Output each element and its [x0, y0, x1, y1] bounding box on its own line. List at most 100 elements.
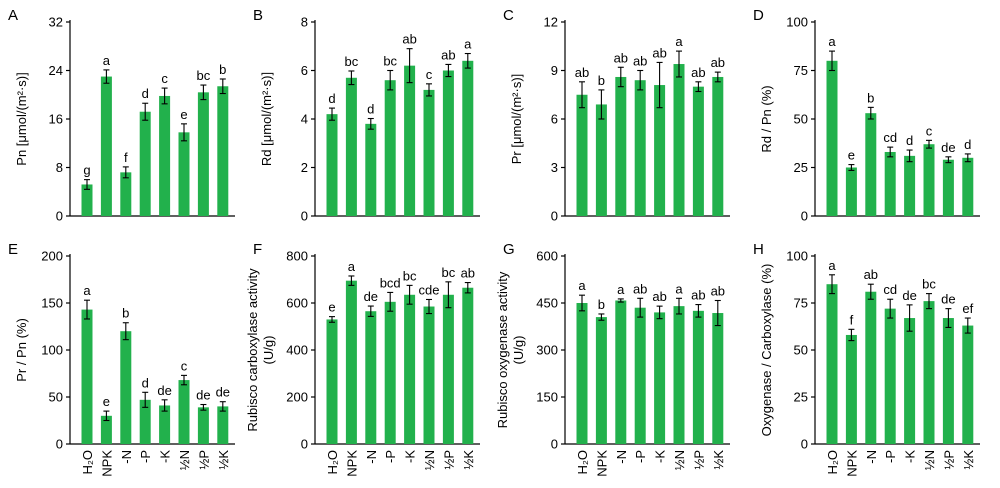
significance-label: ab [402, 32, 416, 47]
bar [904, 155, 916, 216]
x-tick-label: -N [614, 450, 629, 464]
significance-label: ab [652, 45, 666, 60]
significance-label: bc [383, 54, 397, 69]
panel-letter: B [253, 7, 263, 24]
y-tick-label: 200 [286, 390, 308, 405]
bar [178, 380, 190, 444]
significance-label: a [103, 53, 111, 68]
y-tick-label: 75 [794, 63, 808, 78]
significance-label: b [219, 62, 226, 77]
bar [962, 325, 974, 444]
significance-label: a [675, 281, 683, 296]
x-tick-label: ½P [441, 450, 456, 470]
y-axis-label-line: Rd [μmol/(m²·s)] [259, 72, 274, 166]
y-tick-label: 50 [794, 112, 808, 127]
panel-letter: A [8, 7, 18, 24]
bar [178, 132, 190, 216]
bar [865, 113, 877, 216]
significance-label: bc [403, 268, 417, 283]
y-tick-label: 2 [301, 160, 308, 175]
bar [615, 76, 627, 216]
y-axis-label-line: (U/g) [511, 336, 526, 365]
x-tick-label: -K [403, 450, 418, 463]
bar [423, 306, 435, 444]
significance-label: ab [691, 288, 705, 303]
y-tick-label: 12 [544, 15, 558, 30]
y-tick-label: 24 [49, 63, 63, 78]
significance-label: g [83, 163, 90, 178]
significance-label: a [464, 37, 472, 52]
significance-label: b [598, 73, 605, 88]
y-axis-label-line: (U/g) [261, 336, 276, 365]
y-tick-label: 0 [301, 209, 308, 224]
y-axis-label-line: Pr [μmol/(m²·s)] [509, 74, 524, 165]
bar [942, 159, 954, 216]
significance-label: e [180, 107, 187, 122]
bar [326, 114, 338, 216]
y-tick-label: 16 [49, 112, 63, 127]
significance-label: de [216, 385, 230, 400]
y-tick-label: 400 [286, 343, 308, 358]
bar [404, 65, 416, 217]
significance-label: a [617, 282, 625, 297]
significance-label: d [142, 375, 149, 390]
y-tick-label: 50 [49, 390, 63, 405]
bar [217, 406, 229, 444]
significance-label: d [328, 91, 335, 106]
significance-label: ab [461, 266, 475, 281]
y-tick-label: 25 [794, 160, 808, 175]
x-tick-label: H₂O [825, 450, 840, 475]
y-tick-label: 0 [56, 209, 63, 224]
x-tick-label: -P [633, 450, 648, 463]
significance-label: b [122, 306, 129, 321]
significance-label: ab [633, 54, 647, 69]
bar [217, 86, 229, 216]
bar [197, 407, 209, 444]
significance-label: e [328, 300, 335, 315]
significance-label: a [348, 259, 356, 274]
bar [81, 184, 93, 216]
y-axis-label: Pr [μmol/(m²·s)] [509, 74, 524, 165]
y-tick-label: 150 [41, 296, 63, 311]
significance-label: a [675, 34, 683, 49]
y-tick-label: 0 [301, 437, 308, 452]
y-tick-label: 100 [786, 15, 808, 30]
x-tick-label: -P [138, 450, 153, 463]
y-axis-label: Pn [μmol/(m²·s)] [14, 72, 29, 165]
bar [865, 291, 877, 444]
significance-label: ab [864, 267, 878, 282]
y-tick-label: 0 [56, 437, 63, 452]
y-axis-label-line: Rubisco oxygenase activity [495, 271, 510, 428]
x-tick-label: NPK [594, 450, 609, 477]
x-tick-label: -N [364, 450, 379, 464]
bar [159, 95, 171, 216]
significance-label: de [941, 140, 955, 155]
y-tick-label: 300 [536, 343, 558, 358]
significance-label: bc [922, 277, 936, 292]
bar [139, 111, 151, 216]
y-axis-label: Pr / Pn (%) [14, 318, 29, 382]
panel-g: G 0 150 300 450 600 Rubisco oxygenase activity… [495, 241, 730, 477]
bar [634, 80, 646, 216]
significance-label: e [848, 148, 855, 163]
significance-label: ab [575, 65, 589, 80]
bar [100, 415, 112, 444]
x-tick-label: ½P [196, 450, 211, 470]
bar [962, 157, 974, 216]
bar [345, 77, 357, 217]
y-tick-label: 100 [786, 249, 808, 264]
significance-label: cd [883, 282, 897, 297]
significance-label: c [181, 358, 188, 373]
bar [365, 311, 377, 444]
bar [365, 123, 377, 216]
bar [81, 309, 93, 444]
x-tick-label: H₂O [575, 450, 590, 475]
y-tick-label: 0 [551, 209, 558, 224]
significance-label: bc [197, 68, 211, 83]
bar [673, 306, 685, 444]
y-tick-label: 200 [41, 249, 63, 264]
significance-label: ab [633, 281, 647, 296]
